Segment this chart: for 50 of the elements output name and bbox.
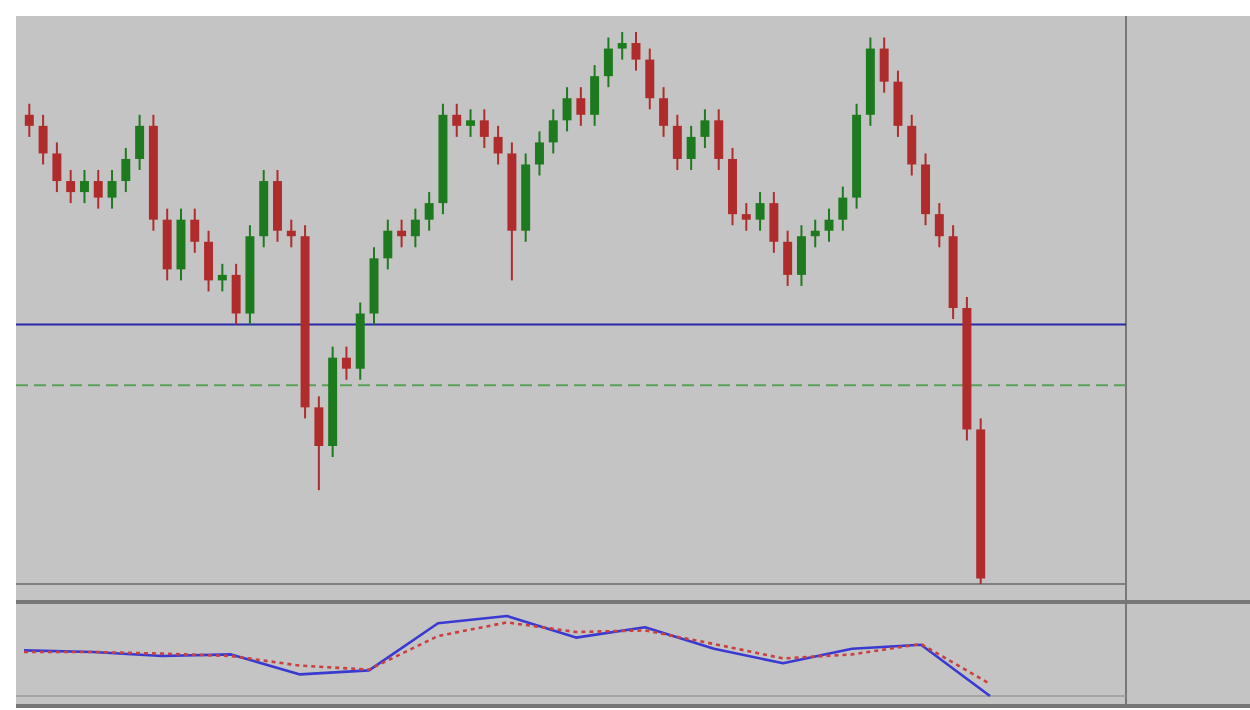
candlestick (107, 169, 117, 210)
candlestick (52, 141, 62, 194)
candlestick (452, 102, 462, 138)
candlestick (893, 69, 903, 138)
candlestick (672, 113, 682, 171)
candlestick (796, 224, 806, 287)
candlestick (590, 64, 600, 127)
candlestick (93, 169, 103, 210)
candlestick (631, 31, 641, 72)
candlestick (824, 207, 834, 243)
candlestick (714, 108, 724, 171)
candlestick (617, 31, 627, 61)
candlestick (121, 146, 131, 194)
candlestick (907, 113, 917, 177)
candlestick (79, 169, 89, 205)
candlestick (66, 169, 76, 205)
candlestick (217, 262, 227, 293)
candlestick (204, 229, 214, 293)
candlestick (341, 345, 351, 381)
candlestick (576, 86, 586, 127)
candlestick (231, 262, 241, 326)
candlestick (466, 108, 476, 138)
candlestick (135, 113, 145, 171)
candlestick (383, 218, 393, 271)
candlestick (769, 191, 779, 254)
candlestick (934, 202, 944, 249)
candlestick (686, 124, 696, 171)
candlestick (493, 124, 503, 166)
candlestick (534, 130, 544, 177)
candlestick (410, 207, 420, 249)
candlestick (603, 36, 613, 89)
candlestick (810, 218, 820, 249)
candlestick (659, 86, 669, 138)
candlestick (479, 108, 489, 149)
candlestick (190, 207, 200, 254)
candlestick (879, 36, 889, 94)
candlestick (286, 218, 296, 249)
candlestick (24, 102, 34, 138)
candlestick (424, 191, 434, 232)
candlestick (700, 108, 710, 149)
candlestick (397, 218, 407, 249)
candlestick (548, 108, 558, 155)
candlestick (741, 202, 751, 232)
candlestick (562, 86, 572, 133)
candlestick (38, 113, 48, 166)
candlestick (645, 47, 655, 111)
candlestick (783, 229, 793, 287)
candlestick (755, 191, 765, 232)
candlestick (314, 395, 324, 492)
candlestick (838, 185, 848, 232)
